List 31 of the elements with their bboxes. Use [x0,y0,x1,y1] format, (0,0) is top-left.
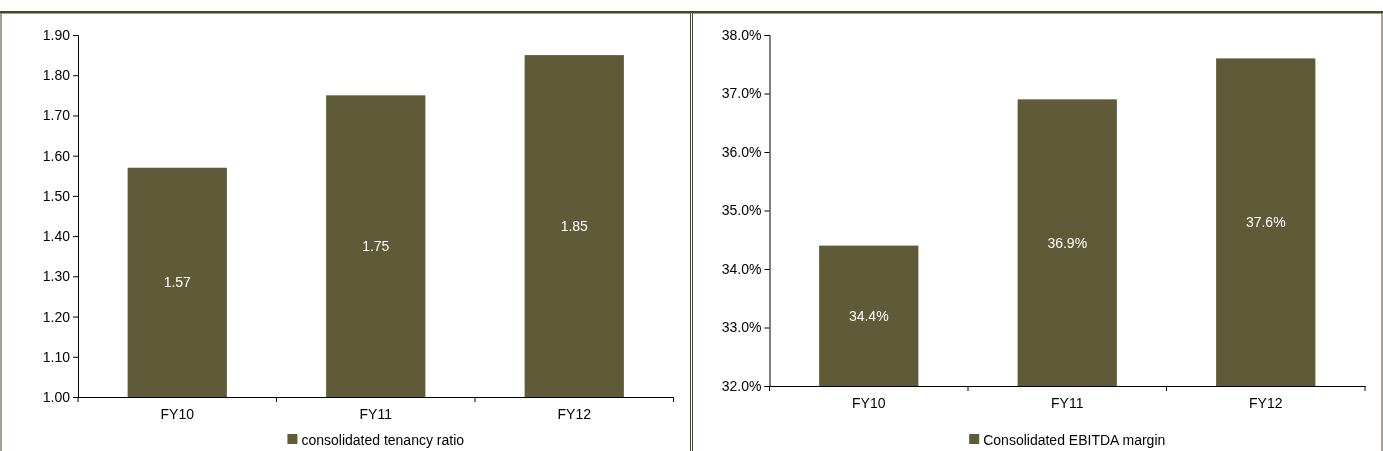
y-tick-label: 33.0% [721,319,762,336]
legend-label: consolidated tenancy ratio [301,432,465,448]
y-tick-label: 36.0% [721,143,762,160]
y-tick-label: 38.0% [721,26,762,43]
y-tick-label: 1.70 [42,107,71,124]
x-tick-label: FY11 [359,405,393,422]
y-tick-label: 1.50 [42,187,71,204]
x-tick-label: FY11 [1051,394,1084,411]
y-tick-label: 1.90 [42,26,71,43]
x-tick-label: FY12 [1249,394,1283,411]
y-tick-label: 1.20 [42,308,71,325]
data-label: 1.57 [163,274,192,291]
y-tick-label: 1.80 [42,67,71,84]
data-label: 36.9% [1047,234,1088,251]
y-tick-label: 35.0% [721,202,762,219]
y-tick-label: 1.40 [42,228,71,245]
x-tick-label: FY12 [557,405,592,422]
y-tick-label: 1.60 [42,147,71,164]
y-tick-label: 32.0% [721,377,762,394]
y-tick-label: 34.0% [721,260,762,277]
data-label: 1.85 [560,218,589,235]
x-tick-label: FY10 [160,405,195,422]
data-label: 37.6% [1245,214,1286,231]
data-label: 34.4% [848,307,889,324]
y-tick-label: 37.0% [721,85,762,102]
data-label: 1.75 [362,238,390,255]
y-tick-label: 1.10 [42,348,71,365]
y-tick-label: 1.30 [42,268,71,285]
y-tick-label: 1.00 [42,388,71,405]
legend-label: Consolidated EBITDA margin [983,432,1166,448]
x-tick-label: FY10 [852,394,886,411]
